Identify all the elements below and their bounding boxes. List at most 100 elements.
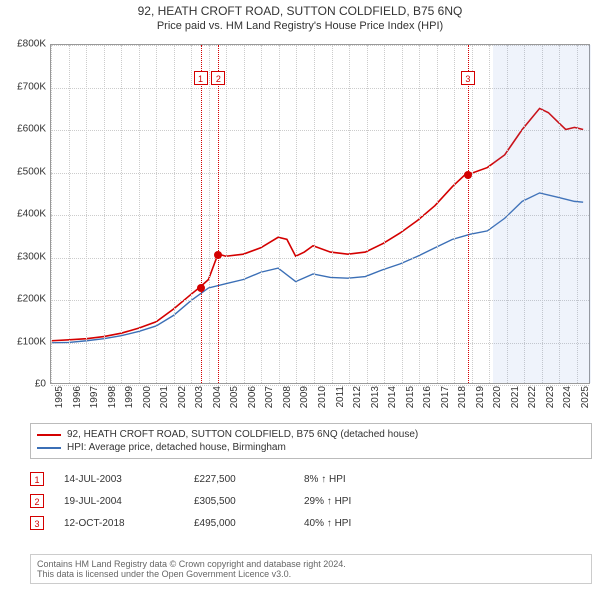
gridline-vertical xyxy=(296,45,297,383)
x-tick-label: 1997 xyxy=(89,386,100,408)
shaded-future-region xyxy=(493,45,591,383)
sale-marker-badge: 1 xyxy=(194,71,208,85)
y-tick-label: £200K xyxy=(2,294,46,305)
tx-marker-badge: 2 xyxy=(30,494,44,508)
y-tick-label: £600K xyxy=(2,124,46,135)
y-tick-label: £0 xyxy=(2,379,46,390)
legend: 92, HEATH CROFT ROAD, SUTTON COLDFIELD, … xyxy=(30,423,592,459)
x-tick-label: 1996 xyxy=(72,386,83,408)
plot-area: 12 3 xyxy=(50,44,590,384)
y-tick-label: £300K xyxy=(2,251,46,262)
attribution-footer: Contains HM Land Registry data © Crown c… xyxy=(30,554,592,584)
gridline-vertical xyxy=(349,45,350,383)
gridline-vertical xyxy=(174,45,175,383)
table-row: 1 14-JUL-2003 £227,500 8% ↑ HPI xyxy=(30,468,592,490)
gridline-vertical xyxy=(314,45,315,383)
tx-price: £227,500 xyxy=(194,474,304,485)
tx-delta: 29% ↑ HPI xyxy=(304,496,424,507)
x-tick-label: 2016 xyxy=(422,386,433,408)
gridline-vertical xyxy=(454,45,455,383)
tx-date: 19-JUL-2004 xyxy=(64,496,194,507)
gridline-vertical xyxy=(121,45,122,383)
sale-marker-dot xyxy=(197,284,205,292)
sale-marker-dot xyxy=(214,251,222,259)
tx-marker-badge: 1 xyxy=(30,472,44,486)
gridline-vertical xyxy=(104,45,105,383)
legend-swatch xyxy=(37,434,61,436)
gridline-vertical xyxy=(69,45,70,383)
x-tick-label: 2023 xyxy=(545,386,556,408)
tx-delta: 40% ↑ HPI xyxy=(304,518,424,529)
gridline-vertical xyxy=(402,45,403,383)
sale-marker-line xyxy=(218,45,219,383)
x-tick-label: 2015 xyxy=(405,386,416,408)
x-tick-label: 2021 xyxy=(510,386,521,408)
gridline-vertical xyxy=(384,45,385,383)
x-tick-label: 1995 xyxy=(54,386,65,408)
gridline-vertical xyxy=(139,45,140,383)
x-tick-label: 2006 xyxy=(247,386,258,408)
x-tick-label: 2019 xyxy=(475,386,486,408)
gridline-vertical xyxy=(156,45,157,383)
tx-marker-badge: 3 xyxy=(30,516,44,530)
chart-title: 92, HEATH CROFT ROAD, SUTTON COLDFIELD, … xyxy=(0,0,600,18)
transactions-table: 1 14-JUL-2003 £227,500 8% ↑ HPI 2 19-JUL… xyxy=(30,468,592,534)
legend-label: HPI: Average price, detached house, Birm… xyxy=(67,442,286,453)
x-tick-label: 2008 xyxy=(282,386,293,408)
legend-item: HPI: Average price, detached house, Birm… xyxy=(37,441,585,454)
table-row: 3 12-OCT-2018 £495,000 40% ↑ HPI xyxy=(30,512,592,534)
gridline-vertical xyxy=(332,45,333,383)
gridline-vertical xyxy=(489,45,490,383)
sale-marker-line xyxy=(468,45,469,383)
x-tick-label: 2014 xyxy=(387,386,398,408)
x-tick-label: 2005 xyxy=(229,386,240,408)
x-tick-label: 2002 xyxy=(177,386,188,408)
chart-subtitle: Price paid vs. HM Land Registry's House … xyxy=(0,18,600,36)
footer-line: This data is licensed under the Open Gov… xyxy=(37,569,585,579)
x-tick-label: 2001 xyxy=(159,386,170,408)
tx-price: £305,500 xyxy=(194,496,304,507)
gridline-vertical xyxy=(437,45,438,383)
tx-delta: 8% ↑ HPI xyxy=(304,474,424,485)
legend-label: 92, HEATH CROFT ROAD, SUTTON COLDFIELD, … xyxy=(67,429,418,440)
legend-swatch xyxy=(37,447,61,449)
gridline-vertical xyxy=(472,45,473,383)
x-tick-label: 2018 xyxy=(457,386,468,408)
gridline-vertical xyxy=(86,45,87,383)
gridline-vertical xyxy=(244,45,245,383)
x-tick-label: 2007 xyxy=(264,386,275,408)
legend-item: 92, HEATH CROFT ROAD, SUTTON COLDFIELD, … xyxy=(37,428,585,441)
x-tick-label: 2024 xyxy=(562,386,573,408)
x-tick-label: 2011 xyxy=(335,386,346,408)
table-row: 2 19-JUL-2004 £305,500 29% ↑ HPI xyxy=(30,490,592,512)
tx-date: 14-JUL-2003 xyxy=(64,474,194,485)
x-tick-label: 2013 xyxy=(370,386,381,408)
gridline-vertical xyxy=(261,45,262,383)
x-tick-label: 1998 xyxy=(107,386,118,408)
x-tick-label: 2003 xyxy=(194,386,205,408)
sale-marker-badge: 3 xyxy=(461,71,475,85)
x-tick-label: 2012 xyxy=(352,386,363,408)
tx-price: £495,000 xyxy=(194,518,304,529)
y-tick-label: £800K xyxy=(2,39,46,50)
gridline-vertical xyxy=(419,45,420,383)
y-tick-label: £700K xyxy=(2,81,46,92)
y-tick-label: £400K xyxy=(2,209,46,220)
gridline-vertical xyxy=(279,45,280,383)
gridline-vertical xyxy=(51,45,52,383)
gridline-vertical xyxy=(209,45,210,383)
x-tick-label: 1999 xyxy=(124,386,135,408)
sale-marker-badge: 2 xyxy=(211,71,225,85)
tx-date: 12-OCT-2018 xyxy=(64,518,194,529)
chart-container: 92, HEATH CROFT ROAD, SUTTON COLDFIELD, … xyxy=(0,0,600,590)
sale-marker-dot xyxy=(464,171,472,179)
x-tick-label: 2000 xyxy=(142,386,153,408)
x-tick-label: 2022 xyxy=(527,386,538,408)
y-tick-label: £100K xyxy=(2,336,46,347)
gridline-vertical xyxy=(191,45,192,383)
gridline-vertical xyxy=(226,45,227,383)
x-tick-label: 2004 xyxy=(212,386,223,408)
footer-line: Contains HM Land Registry data © Crown c… xyxy=(37,559,585,569)
x-tick-label: 2009 xyxy=(299,386,310,408)
x-tick-label: 2017 xyxy=(440,386,451,408)
